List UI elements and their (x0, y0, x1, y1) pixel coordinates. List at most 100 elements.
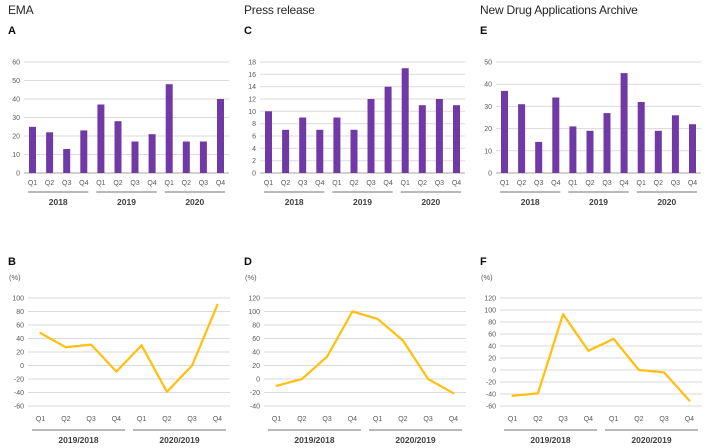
x-tick-label: Q3 (435, 180, 444, 187)
bar (148, 134, 156, 173)
bar (603, 113, 611, 173)
trend-line (275, 310, 455, 395)
bar (401, 68, 409, 173)
x-tick-label: Q4 (688, 180, 697, 187)
y-tick-label: 50 (12, 78, 20, 85)
bar (199, 141, 207, 173)
x-tick-label: Q3 (130, 180, 139, 187)
y-tick-label: 0 (256, 377, 260, 384)
column-title-ema: EMA (8, 3, 34, 17)
group-label: 2020 (185, 197, 204, 207)
x-tick-label: Q2 (281, 180, 290, 187)
bar (29, 126, 36, 174)
y-tick-label: 20 (488, 356, 496, 363)
y-tick-label: 0 (252, 171, 256, 178)
x-tick-label: Q2 (349, 180, 358, 187)
panel-letter-e: E (480, 25, 488, 37)
bar (367, 99, 375, 173)
x-tick-label: Q1 (264, 180, 273, 187)
bar (316, 129, 324, 173)
x-tick-label: Q1 (28, 180, 37, 187)
x-tick-label: Q3 (659, 416, 668, 423)
x-tick-label: Q3 (558, 416, 567, 423)
x-tick-label: Q2 (634, 416, 643, 423)
line-chart-press-release-change: -40 -20 0 20 40 60 80 100 120 Q1 Q2 Q3 Q4 Q1 Q2 Q3 Q4 201… (248, 296, 466, 445)
y-tick-label: 0 (492, 368, 496, 375)
column-title-press-release: Press release (244, 3, 315, 17)
y-tick-label: 10 (12, 152, 20, 159)
bar (552, 97, 560, 173)
y-tick-label: 0 (488, 171, 492, 178)
bar (453, 105, 460, 173)
x-tick-label: Q4 (315, 180, 324, 187)
group-label: 2020/2019 (159, 435, 199, 445)
bar (97, 104, 105, 173)
panel-d-cell: D (%) -40 -20 0 20 40 60 80 100 120 Q1 Q2 Q3 Q4 Q1 Q2 Q… (236, 224, 472, 448)
x-tick-label: Q2 (297, 416, 306, 423)
y-tick-label: -60 (486, 404, 496, 411)
x-tick-label: Q4 (216, 180, 225, 187)
bar (165, 84, 173, 173)
group-label: 2019/2018 (294, 435, 334, 445)
x-tick-label: Q1 (137, 416, 146, 423)
y-tick-label: 60 (12, 60, 20, 67)
x-tick-label: Q4 (147, 180, 156, 187)
y-tick-label: 80 (16, 309, 24, 316)
y-tick-label: -20 (14, 377, 24, 384)
bar-chart-nda-archive: 0 10 20 30 40 50 Q1 Q2 Q3 Q4 Q1 Q2 Q3 Q4 Q1 Q2 Q3 Q4 2018 2… (484, 60, 701, 207)
bar (63, 149, 71, 173)
column-title-nda-archive: New Drug Applications Archive (480, 3, 638, 17)
x-tick-label: Q1 (96, 180, 105, 187)
panel-letter-b: B (8, 256, 16, 268)
x-tick-label: Q1 (165, 180, 174, 187)
y-tick-label: 18 (248, 60, 256, 67)
bar (569, 126, 577, 173)
bar (535, 141, 543, 173)
group-label: 2018 (285, 197, 304, 207)
x-tick-label: Q1 (609, 416, 618, 423)
y-tick-label: 40 (252, 350, 260, 357)
y-tick-label: 0 (20, 363, 24, 370)
group-label: 2019 (117, 197, 136, 207)
x-tick-label: Q4 (452, 180, 461, 187)
y-tick-label: 40 (12, 97, 20, 104)
panel-a-cell: EMA A 0 10 20 30 40 50 60 Q1 Q2 Q3 Q4 Q1 Q2 Q3 Q4 Q1 Q2 Q… (0, 0, 236, 224)
x-tick-label: Q3 (187, 416, 196, 423)
panel-letter-a: A (8, 25, 16, 37)
x-tick-label: Q2 (418, 180, 427, 187)
y-tick-label: 100 (248, 309, 260, 316)
group-label: 2019 (589, 197, 608, 207)
y-tick-label: 20 (16, 350, 24, 357)
bar (435, 99, 443, 173)
bar (620, 73, 628, 173)
x-tick-label: Q3 (602, 180, 611, 187)
x-tick-label: Q3 (298, 180, 307, 187)
x-tick-label: Q2 (398, 416, 407, 423)
x-tick-label: Q4 (383, 180, 392, 187)
y-tick-label: 80 (252, 323, 260, 330)
y-tick-label: 50 (484, 60, 492, 67)
bar (518, 104, 526, 173)
y-tick-label: 20 (484, 126, 492, 133)
x-tick-label: Q3 (322, 416, 331, 423)
x-tick-label: Q4 (449, 416, 458, 423)
y-tick-label: 10 (484, 148, 492, 155)
y-tick-label: 80 (488, 320, 496, 327)
x-tick-label: Q4 (619, 180, 628, 187)
panel-letter-c: C (244, 25, 252, 37)
bar (131, 141, 139, 173)
y-tick-label: 60 (16, 323, 24, 330)
x-tick-label: Q2 (113, 180, 122, 187)
y-tick-label: 16 (248, 72, 256, 79)
x-tick-label: Q4 (112, 416, 121, 423)
y-tick-label: 60 (488, 332, 496, 339)
y-tick-label: 10 (248, 109, 256, 116)
group-label: 2020/2019 (395, 435, 435, 445)
x-tick-label: Q2 (61, 416, 70, 423)
x-tick-label: Q1 (637, 180, 646, 187)
x-tick-label: Q1 (568, 180, 577, 187)
x-tick-label: Q1 (373, 416, 382, 423)
y-tick-label: 6 (252, 134, 256, 141)
group-label: 2018 (49, 197, 68, 207)
y-tick-label: 20 (252, 363, 260, 370)
